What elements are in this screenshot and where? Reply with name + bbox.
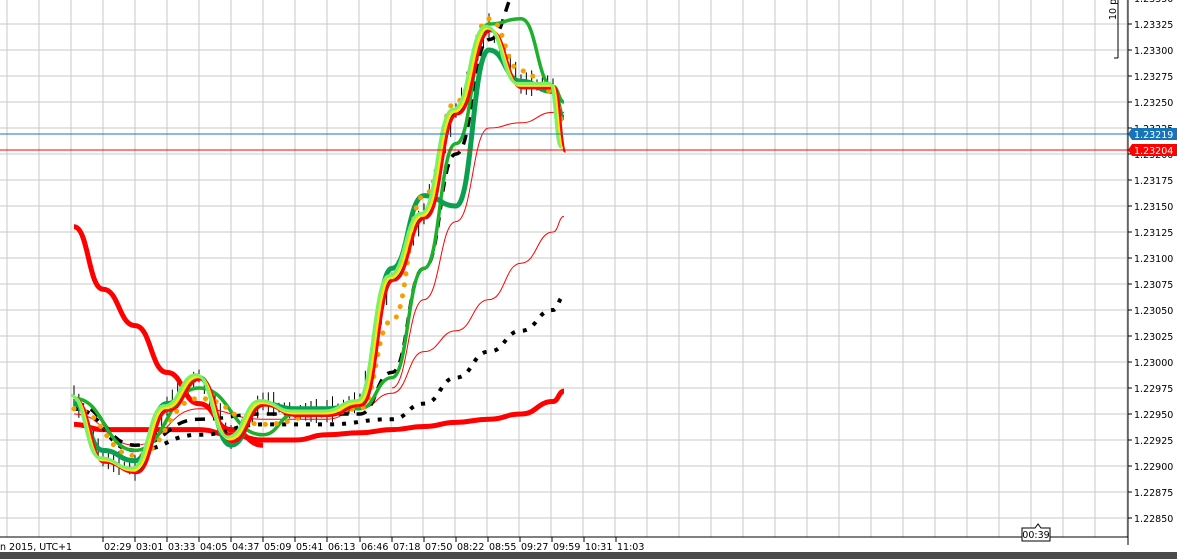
date-label: n 2015, UTC+1 [0,542,72,553]
x-tick-label: 09:27 [521,542,548,553]
series-MA-orange-dots [71,16,567,459]
y-tick-label: 1.23325 [1134,20,1173,31]
y-tick-label: 1.23275 [1134,72,1173,83]
y-tick-label: 1.22950 [1134,410,1173,421]
x-tick-label: 11:03 [617,542,644,553]
x-tick-label: 08:22 [457,542,484,553]
y-tick-label: 1.23150 [1134,202,1173,213]
x-tick-label: 03:01 [136,542,163,553]
y-tick-label: 1.23075 [1134,280,1173,291]
chart-grid [0,0,1128,537]
y-tick-label: 1.22875 [1134,488,1173,499]
x-tick-label: 05:09 [264,542,291,553]
y-axis[interactable]: 1.233251.233001.232751.232501.232251.232… [1127,0,1177,545]
x-axis[interactable]: n 2015, UTC+1 02:29 03:01 03:33 04:05 04:37 05… [0,536,1128,553]
x-tick-label: 09:59 [553,542,580,553]
y-tick-label: 1.23175 [1134,176,1173,187]
y-tick-label: 1.22975 [1134,384,1173,395]
x-tick-label: 06:46 [361,542,388,553]
status-bar [0,552,1177,559]
y-tick-label: 1.23050 [1134,306,1173,317]
series-MA-thin-red-2 [391,111,564,389]
bid-price-tag: 1.23204 [1134,146,1173,157]
series-MA-descending-thick-red [73,224,264,448]
x-tick-label: 07:18 [393,542,420,553]
series-MA-green-slow [73,17,565,453]
y-tick-label: 1.23250 [1134,98,1173,109]
price-lines [0,133,1128,151]
x-tick-label: 07:50 [425,542,452,553]
x-tick-label: 06:13 [328,542,355,553]
bar-countdown: 00:39 [1021,523,1051,542]
chart-series [70,0,567,481]
y-tick-label: 1.23100 [1134,254,1173,265]
x-tick-label: 08:55 [489,542,516,553]
x-tick-label: 10:31 [585,542,612,553]
y-tick-label: 1.23300 [1134,46,1173,57]
y-tick-label: 1.23025 [1134,332,1173,343]
series-MA-thin-red [73,215,565,446]
x-tick-label: 05:41 [296,542,323,553]
x-tick-label: 04:05 [200,542,227,553]
x-tick-label: 03:33 [168,542,195,553]
y-tick-label: 1.23125 [1134,228,1173,239]
countdown-label: 00:39 [1022,530,1049,541]
ask-price-tag: 1.23219 [1134,130,1173,141]
y-tick-label: 1.22925 [1134,436,1173,447]
y-tick-label: 1.23000 [1134,358,1173,369]
x-tick-label: 04:37 [232,542,259,553]
x-tick-label: 02:29 [104,542,131,553]
series-price-bars [73,27,566,473]
svg-text:1.23350: 1.23350 [1134,0,1173,5]
scale-ruler: 10 pi [1108,0,1119,59]
y-tick-label: 1.22850 [1134,514,1173,525]
scale-label: 10 pi [1108,0,1119,20]
y-tick-label: 1.22900 [1134,462,1173,473]
series-MA-darkgreen [73,47,566,464]
